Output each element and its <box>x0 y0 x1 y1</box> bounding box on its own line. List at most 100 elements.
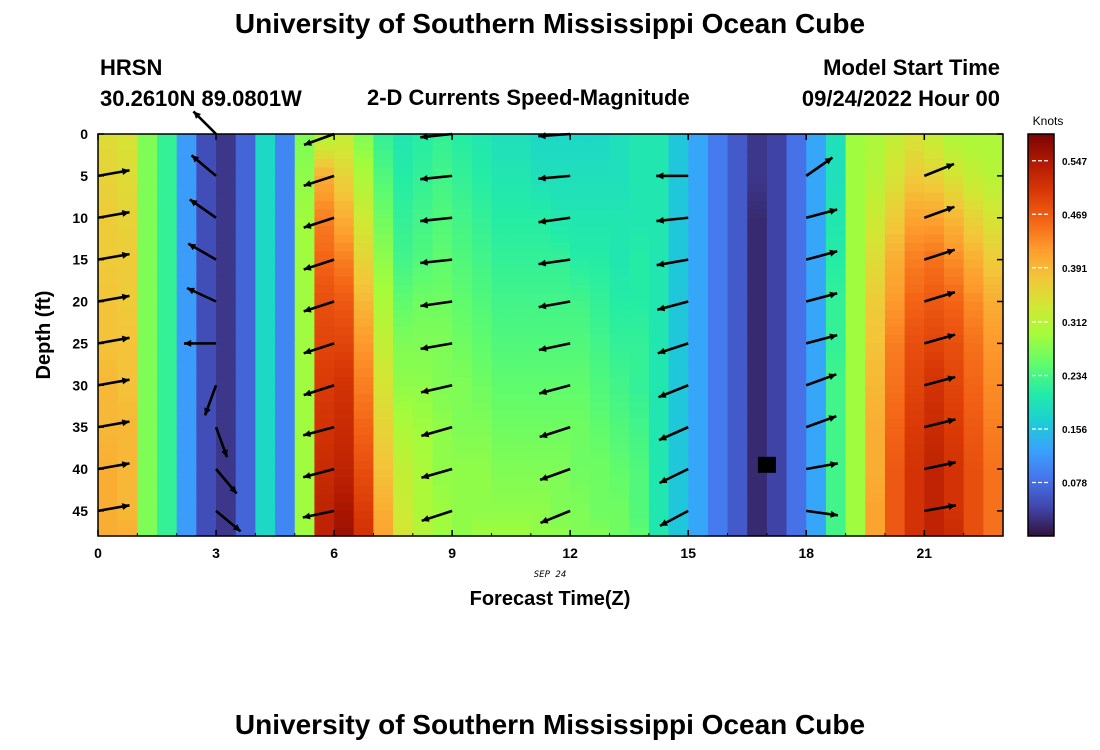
heatmap-cell <box>904 360 925 370</box>
heatmap-cell <box>707 469 729 478</box>
heatmap-cell <box>707 201 729 210</box>
heatmap-cell <box>648 234 670 244</box>
heatmap-cell <box>530 167 552 177</box>
heatmap-cell <box>157 242 178 252</box>
heatmap-cell <box>137 477 158 487</box>
heatmap-cell <box>806 393 827 403</box>
heatmap-cell <box>629 502 650 512</box>
heatmap-cell <box>707 452 729 462</box>
heatmap-cell <box>393 293 414 303</box>
heatmap-cell <box>275 502 296 512</box>
heatmap-cell <box>884 293 906 303</box>
heatmap-cell <box>235 268 256 277</box>
heatmap-cell <box>570 284 591 294</box>
heatmap-cell <box>766 335 788 344</box>
heatmap-cell <box>786 435 807 445</box>
heatmap-cell <box>727 276 748 286</box>
heatmap-cell <box>393 510 414 520</box>
heatmap-cell <box>432 284 453 294</box>
heatmap-cell <box>216 142 237 152</box>
arrow-head <box>538 217 547 225</box>
heatmap-cell <box>491 393 512 403</box>
heatmap-cell <box>589 335 611 344</box>
heatmap-cell <box>117 469 138 478</box>
arrow-head <box>188 243 197 251</box>
heatmap-cell <box>157 318 178 328</box>
heatmap-cell <box>983 418 1004 428</box>
heatmap-cell <box>137 242 158 252</box>
heatmap-cell <box>235 519 256 529</box>
heatmap-cell <box>668 142 689 152</box>
heatmap-cell <box>334 159 355 169</box>
heatmap-cell <box>530 242 552 252</box>
heatmap-cell <box>668 485 689 495</box>
heatmap-cell <box>727 301 748 311</box>
heatmap-cell <box>412 192 434 202</box>
heatmap-cell <box>589 192 611 202</box>
heatmap-cell <box>668 318 689 328</box>
heatmap-cell <box>491 234 512 244</box>
heatmap-cell <box>196 276 217 286</box>
heatmap-cell <box>196 460 217 470</box>
heatmap-cell <box>806 201 827 210</box>
heatmap-cell <box>373 309 394 319</box>
heatmap-cell <box>412 326 434 336</box>
heatmap-cell <box>216 519 237 529</box>
heatmap-cell <box>393 368 414 378</box>
heatmap-cell <box>353 293 375 303</box>
heatmap-cell <box>511 527 532 537</box>
heatmap-cell <box>707 527 729 537</box>
heatmap-cell <box>668 175 689 185</box>
heatmap-cell <box>353 368 375 378</box>
heatmap-cell <box>629 510 650 520</box>
heatmap-cell <box>983 494 1004 504</box>
y-tick-label: 10 <box>72 210 88 226</box>
heatmap-cell <box>924 385 945 395</box>
heatmap-cell <box>452 276 473 286</box>
heatmap-cell <box>904 209 925 219</box>
heatmap-cell <box>294 452 316 462</box>
heatmap-cell <box>865 335 886 344</box>
heatmap-cell <box>98 343 119 353</box>
heatmap-cell <box>904 201 925 210</box>
heatmap-cell <box>943 519 965 529</box>
heatmap-cell <box>668 527 689 537</box>
current-arrow <box>421 425 453 438</box>
heatmap-cell <box>491 427 512 437</box>
heatmap-cell <box>137 460 158 470</box>
colorbar-tick-label: 0.078 <box>1062 478 1087 489</box>
arrow-head <box>538 302 547 310</box>
heatmap-cell <box>98 368 119 378</box>
heatmap-cell <box>471 167 493 177</box>
heatmap-cell <box>884 184 906 194</box>
heatmap-cell <box>491 309 512 319</box>
heatmap-cell <box>255 293 276 303</box>
heatmap-cell <box>137 410 158 420</box>
heatmap-cell <box>845 259 866 269</box>
heatmap-cell <box>294 293 316 303</box>
heatmap-cell <box>255 242 276 252</box>
heatmap-cell <box>766 494 788 504</box>
heatmap-cell <box>373 376 394 386</box>
heatmap-cell <box>943 502 965 512</box>
heatmap-cell <box>884 301 906 311</box>
heatmap-cell <box>727 326 748 336</box>
heatmap-cell <box>471 175 493 185</box>
heatmap-cell <box>176 335 197 344</box>
heatmap-cell <box>334 494 355 504</box>
heatmap-cell <box>275 343 296 353</box>
heatmap-cell <box>629 234 650 244</box>
heatmap-cell <box>589 519 611 529</box>
current-arrow <box>805 414 837 429</box>
heatmap-cell <box>550 184 571 194</box>
heatmap-cell <box>373 268 394 277</box>
heatmap-cell <box>334 293 355 303</box>
heatmap-cell <box>491 502 512 512</box>
heatmap-cell <box>766 343 788 353</box>
arrow-head <box>221 449 228 458</box>
heatmap-cell <box>432 427 453 437</box>
heatmap-cell <box>648 134 670 143</box>
heatmap-cell <box>432 318 453 328</box>
heatmap-cell <box>589 351 611 361</box>
heatmap-cell <box>570 360 591 370</box>
